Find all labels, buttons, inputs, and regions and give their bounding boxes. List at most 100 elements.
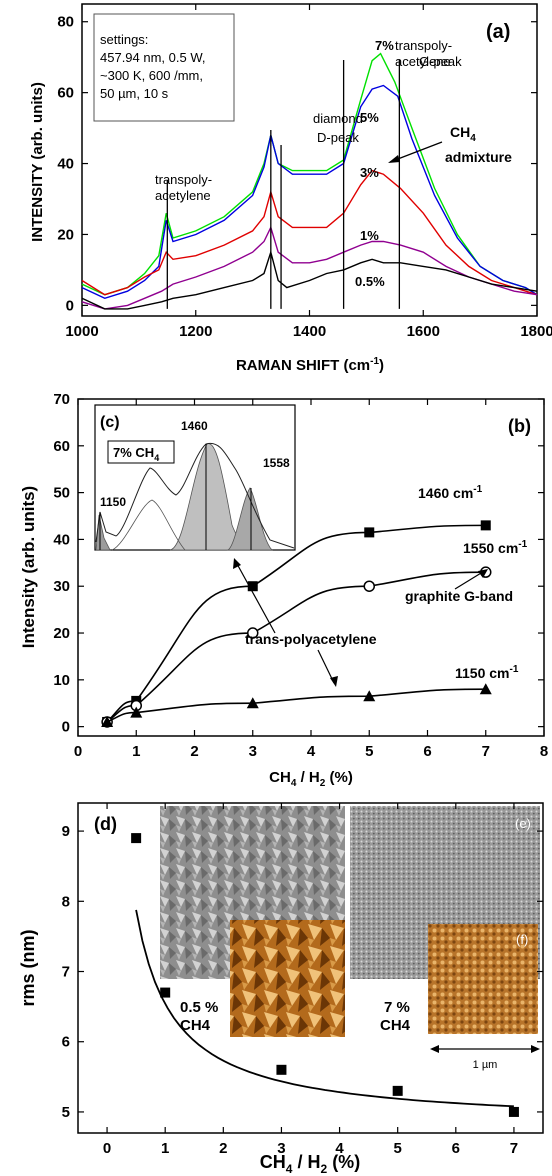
y-tick-label: 40	[53, 531, 70, 548]
label-1550: 1550 cm-1	[463, 539, 528, 556]
data-point-square	[364, 527, 375, 538]
x-tick-label: 1200	[179, 323, 212, 340]
annot-admixture: admixture	[445, 149, 512, 165]
label-1150-sup: -1	[510, 664, 519, 675]
panel-d-xlabel-sub: 4	[286, 1162, 293, 1176]
conc-right-1: 7 %	[384, 999, 410, 1016]
inset-c-peak-label-1150: 1150	[100, 495, 126, 509]
panel-a-series	[81, 52, 538, 310]
settings-line-3: ~300 K, 600 /mm,	[100, 68, 203, 83]
x-tick-label: 3	[249, 743, 257, 760]
transpoly-arrow-2	[317, 649, 335, 684]
panel-d-ylabel: rms (nm)	[18, 929, 38, 1006]
panel-b-ticks: 0 1 2 3 4 5 6 7 8 0 10 20 30 40 50 60 70	[53, 391, 548, 760]
y-tick-label: 0	[62, 719, 70, 736]
panel-a-ylabel: INTENSITY (arb. units)	[29, 82, 46, 242]
y-tick-label: 60	[53, 438, 70, 455]
panel-b-series	[101, 520, 492, 728]
panel-a-xlabel-sup: -1	[370, 356, 379, 367]
label-1pct: 1%	[360, 228, 379, 243]
data-point-triangle	[246, 697, 259, 709]
label-1460: 1460 cm-1	[418, 484, 483, 501]
fit-curve	[135, 909, 514, 1108]
annot-transpoly-left-2: acetylene	[155, 188, 211, 203]
scale-bar-arrow-left	[430, 1045, 439, 1053]
series-line	[81, 84, 538, 300]
inset-c-peak-label-1460: 1460	[181, 419, 208, 433]
annot-ch4-admixture: CH4	[450, 124, 476, 144]
x-tick-label: 1000	[65, 323, 98, 340]
panel-b-label: (b)	[508, 416, 531, 436]
panel-d-xlabel-end: (%)	[327, 1152, 360, 1172]
inset-c: (c) 7% CH4 1150 1460 1558	[94, 404, 296, 551]
x-tick-label: 5	[365, 743, 373, 760]
x-tick-label: 5	[394, 1140, 402, 1157]
data-point-square	[160, 987, 171, 998]
data-point-circle	[363, 580, 375, 592]
panel-b-xlabel-sub: 4	[291, 778, 297, 789]
x-tick-label: 0	[103, 1140, 111, 1157]
annot-transpoly: trans-polyacetylene	[245, 631, 377, 647]
conc-left-1: 0.5 %	[180, 999, 218, 1016]
x-tick-label: 6	[452, 1140, 460, 1157]
series-line	[81, 249, 538, 310]
x-tick-label: 6	[423, 743, 431, 760]
annot-g-peak: G-peak	[419, 54, 462, 69]
x-tick-label: 8	[540, 743, 548, 760]
y-tick-label: 0	[66, 297, 74, 314]
x-tick-label: 2	[190, 743, 198, 760]
label-05pct: 0.5%	[355, 274, 385, 289]
inset-c-total-curve	[95, 442, 295, 549]
panel-b-xlabel: CH4 / H2 (%)	[269, 769, 353, 789]
panel-d-ticks: 0 1 2 3 4 5 6 7 5 6 7 8 9	[62, 803, 543, 1157]
panel-a-peak-lines	[166, 60, 401, 309]
x-tick-label: 7	[510, 1140, 518, 1157]
y-tick-label: 30	[53, 578, 70, 595]
settings-line-1: settings:	[100, 32, 148, 47]
panel-e-label: (e)	[515, 816, 531, 831]
scale-bar-label: 1 µm	[473, 1059, 498, 1071]
panel-d-frame	[77, 802, 544, 1134]
afm-image-7pct	[428, 924, 538, 1034]
settings-line-4: 50 µm, 10 s	[100, 86, 169, 101]
panel-a-xlabel: RAMAN SHIFT (cm-1)	[236, 356, 384, 374]
panel-d-label: (d)	[94, 814, 117, 834]
y-tick-label: 6	[62, 1034, 70, 1051]
panel-a-xlabel-end: )	[379, 357, 384, 374]
data-point-triangle	[130, 706, 143, 718]
y-tick-label: 40	[57, 156, 74, 173]
data-point-triangle	[363, 690, 376, 702]
label-1460-sup: -1	[473, 484, 482, 495]
x-tick-label: 4	[307, 743, 316, 760]
inset-c-panel-label: (c)	[100, 414, 120, 431]
conc-left-2: CH4	[180, 1017, 211, 1034]
label-7pct: 7%	[375, 38, 394, 53]
data-point-square	[508, 1106, 519, 1117]
panel-b-ylabel: Intensity (arb. units)	[19, 486, 38, 648]
inset-c-label-box	[107, 440, 175, 464]
data-point-square	[276, 1064, 287, 1075]
inset-c-peak-1558-fill	[226, 487, 273, 551]
settings-line-2: 457.94 nm, 0.5 W,	[100, 50, 206, 65]
annot-ch4-sub: 4	[470, 133, 476, 144]
annot-transpoly-right-2: acetylene	[395, 54, 451, 69]
x-tick-label: 0	[74, 743, 82, 760]
data-point-square	[247, 581, 258, 592]
inset-c-peak-1290	[111, 499, 186, 551]
x-tick-label: 1800	[520, 323, 552, 340]
data-point-square	[392, 1085, 403, 1096]
series-line	[81, 225, 538, 310]
annot-diamond: diamond	[313, 111, 363, 126]
transpoly-arrowhead-2	[330, 676, 338, 687]
panel-a-label: (a)	[486, 21, 510, 43]
data-point-triangle	[101, 715, 114, 727]
fit-curve	[106, 524, 486, 723]
y-tick-label: 70	[53, 391, 70, 408]
ch4-arrowhead	[388, 155, 400, 163]
panel-d-xlabel-main: CH	[260, 1152, 286, 1172]
label-1550-text: 1550 cm	[463, 540, 518, 556]
label-3pct: 3%	[360, 165, 379, 180]
panel-b-xlabel-main: CH	[269, 769, 291, 786]
